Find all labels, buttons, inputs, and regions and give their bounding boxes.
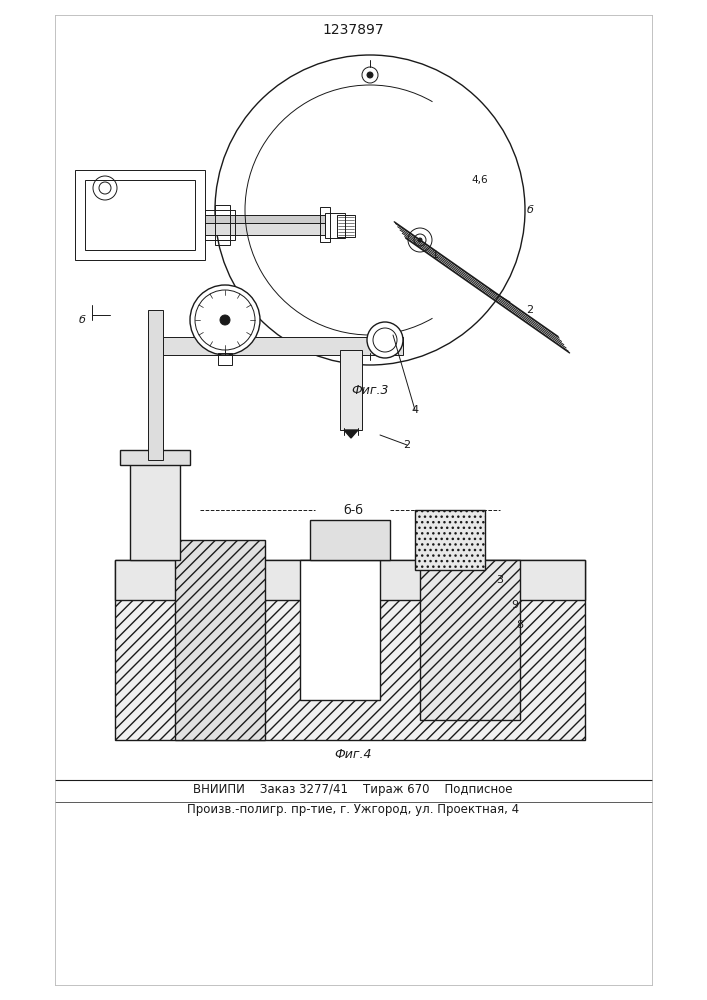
Bar xyxy=(120,450,190,465)
Text: 1237897: 1237897 xyxy=(322,23,384,37)
Bar xyxy=(310,520,390,560)
Text: 8: 8 xyxy=(516,620,524,630)
Text: ВНИИПИ    Заказ 3277/41    Тираж 670    Подписное: ВНИИПИ Заказ 3277/41 Тираж 670 Подписное xyxy=(193,784,513,796)
Circle shape xyxy=(367,342,373,348)
Text: б: б xyxy=(527,205,534,215)
Text: б-б: б-б xyxy=(343,504,363,516)
Circle shape xyxy=(220,315,230,325)
Circle shape xyxy=(367,72,373,78)
Bar xyxy=(205,215,325,223)
Bar xyxy=(148,310,163,460)
Bar xyxy=(205,223,325,235)
Text: Произв.-полигр. пр-тие, г. Ужгород, ул. Проектная, 4: Произв.-полигр. пр-тие, г. Ужгород, ул. … xyxy=(187,804,519,816)
Circle shape xyxy=(418,238,422,242)
Polygon shape xyxy=(344,430,358,438)
Text: 4,6: 4,6 xyxy=(472,175,489,185)
Circle shape xyxy=(190,285,260,355)
Bar xyxy=(175,540,265,740)
Text: 3: 3 xyxy=(496,575,503,585)
Text: 1: 1 xyxy=(431,250,438,260)
Bar xyxy=(85,180,195,250)
Text: 9: 9 xyxy=(511,600,518,610)
Bar xyxy=(205,210,235,240)
Bar xyxy=(415,510,485,570)
Bar xyxy=(340,350,362,430)
Bar xyxy=(320,207,330,242)
Bar xyxy=(115,560,585,600)
Circle shape xyxy=(367,322,403,358)
Bar xyxy=(325,213,345,238)
Text: б: б xyxy=(78,315,86,325)
Bar xyxy=(130,460,180,560)
Text: 2: 2 xyxy=(527,305,534,315)
Bar xyxy=(218,353,232,365)
Text: Фиг.4: Фиг.4 xyxy=(334,748,372,762)
Text: Фиг.3: Фиг.3 xyxy=(351,383,389,396)
Text: 2: 2 xyxy=(404,440,411,450)
Bar xyxy=(215,205,230,245)
Bar xyxy=(337,215,355,237)
Bar xyxy=(163,337,403,355)
Bar xyxy=(420,560,520,720)
Text: 4: 4 xyxy=(411,405,419,415)
Bar xyxy=(75,170,205,260)
Bar xyxy=(300,560,380,700)
Bar xyxy=(115,560,585,740)
